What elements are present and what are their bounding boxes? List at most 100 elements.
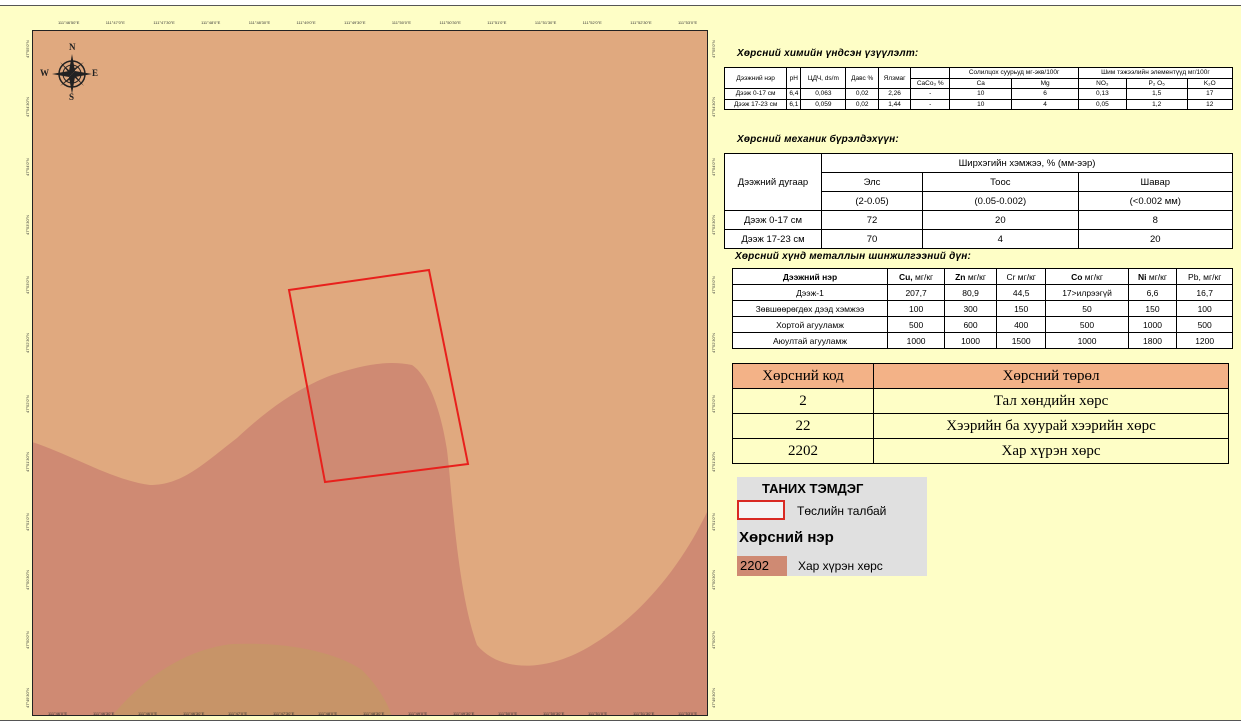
- chem-row-cell: 6,4: [786, 88, 802, 100]
- metal-row-cell: 1000: [886, 332, 946, 349]
- map-tick-label: 111°47'0"E: [228, 711, 248, 716]
- map-tick-label: 47°54'30"N: [25, 97, 30, 118]
- metal-row-cell: 150: [995, 300, 1047, 317]
- metal-row-cell: 100: [886, 300, 946, 317]
- chem-row-cell: -: [910, 98, 951, 110]
- map-tick-label: 47°53'30"N: [711, 215, 716, 236]
- mech-h-sand: Элс: [820, 172, 924, 192]
- metal-row-cell: 44,5: [995, 284, 1047, 301]
- mech-row: Дээж 0-17 см 72 20 8: [724, 210, 1234, 230]
- metal-h-co-sym: Co: [1071, 271, 1083, 282]
- top-rule: [0, 5, 1241, 6]
- chem-h-mg: Mg: [1011, 77, 1079, 89]
- metal-h-zn-sym: Zn: [955, 271, 966, 282]
- metal-row: Хортой агууламж 500 600 400 500 1000 500: [732, 316, 1233, 333]
- map-tick-label: 111°46'0"E: [138, 711, 158, 716]
- map-tick-label: 47°52'0"N: [25, 394, 30, 413]
- map-tick-label: 111°51'30"E: [534, 20, 557, 25]
- metal-row-cell: 80,9: [944, 284, 997, 301]
- metal-row-cell: 207,7: [886, 284, 946, 301]
- metal-row-cell: 500: [1045, 316, 1129, 333]
- north-arrow-icon: N S E W: [40, 42, 99, 102]
- code-row: 2 Тал хөндийн хөрс: [732, 388, 1229, 414]
- metal-row: Аюултай агууламж 1000 1000 1500 1000 1800 1200: [732, 332, 1233, 349]
- map-tick-label: 111°48'0"E: [318, 711, 338, 716]
- mech-row: Дээж 17-23 см 70 4 20: [724, 229, 1234, 249]
- legend-soil-swatch: 2202: [737, 556, 787, 576]
- metal-row-cell: 1000: [1127, 316, 1178, 333]
- map-tick-label: 47°51'30"N: [25, 451, 30, 472]
- mech-r-sand: (2-0.05): [820, 191, 924, 211]
- mech-row-cell: 4: [922, 229, 1079, 249]
- map-tick-label: 111°50'30"E: [543, 711, 565, 716]
- map-tick-label: 111°46'30"E: [93, 711, 115, 716]
- chem-row-cell: 0,059: [800, 98, 847, 110]
- legend-soil-title: Хөрсний нэр: [739, 529, 834, 546]
- map-legend: ТАНИХ ТЭМДЭГ Төслийн талбай Хөрсний нэр …: [737, 477, 927, 576]
- metal-row-cell: 50: [1045, 300, 1129, 317]
- map-tick-label: 47°55'0"N: [25, 40, 30, 58]
- metal-row-cell: 500: [1176, 316, 1233, 333]
- mech-row-cell: 70: [820, 229, 924, 249]
- chem-h-ph: pH: [786, 67, 802, 89]
- metal-h-pb: Pb, мг/кг: [1176, 268, 1233, 285]
- metal-row-cell: Дээж-1: [732, 284, 888, 301]
- legend-study-swatch: [737, 500, 785, 520]
- map-tick-label: 47°51'0"N: [25, 512, 30, 531]
- chem-h-blank: [910, 67, 951, 79]
- map-tick-label: 47°54'30"N: [711, 97, 716, 118]
- bottom-rule: [0, 720, 1241, 721]
- code-h-code: Хөрсний код: [732, 363, 874, 389]
- legend-study-label: Төслийн талбай: [797, 504, 887, 518]
- chem-row-cell: 0,13: [1077, 88, 1127, 100]
- chem-row-cell: -: [910, 88, 951, 100]
- mech-body: Дээж 0-17 см 72 20 8 Дээж 17-23 см 70 4 20: [724, 210, 1234, 249]
- code-body: 2 Тал хөндийн хөрс 22 Хээрийн ба хуурай хээ…: [732, 388, 1229, 464]
- code-row-cell: 22: [732, 413, 874, 439]
- map-tick-label: 47°50'30"N: [25, 569, 30, 590]
- metal-row-cell: 16,7: [1176, 284, 1233, 301]
- metal-h-zn-unit: мг/кг: [965, 271, 986, 282]
- study-area-outline: [287, 268, 470, 484]
- map-tick-label: 111°50'30"E: [439, 20, 461, 25]
- code-row-cell: Тал хөндийн хөрс: [873, 388, 1229, 414]
- map-frame-border: [32, 30, 708, 716]
- chem-row-cell: 4: [1011, 98, 1079, 110]
- metal-h-ni: Ni мг/кг: [1127, 268, 1178, 285]
- compass-n: N: [69, 42, 76, 52]
- metal-row-cell: 500: [886, 316, 946, 333]
- map-tick-label: 47°52'30"N: [711, 333, 716, 354]
- chem-h-salt: Давс %: [845, 67, 879, 89]
- map-tick-label: 111°53'0"E: [678, 711, 698, 716]
- mech-h-clay: Шавар: [1077, 172, 1234, 192]
- metal-h-cr: Cr мг/кг: [995, 268, 1047, 285]
- chem-row-cell: 2,26: [877, 88, 912, 100]
- metal-h-co-unit: мг/кг: [1082, 271, 1103, 282]
- mech-title: Хөрсний механик бүрэлдэхүүн:: [737, 134, 899, 145]
- metal-h-cu-sym: Cu,: [898, 271, 913, 282]
- code-row-cell: Хээрийн ба хуурай хээрийн хөрс: [873, 413, 1229, 439]
- chem-h-cations: Солилцох суурьуд мг-экв/100г: [949, 67, 1079, 79]
- soil-map[interactable]: [32, 30, 708, 716]
- map-tick-label: 111°47'0"E: [105, 20, 125, 25]
- soil-map-canvas[interactable]: [32, 30, 708, 716]
- metal-row-cell: 17>илрээгүй: [1045, 284, 1129, 301]
- map-tick-label: 111°47'30"E: [153, 20, 175, 25]
- chem-h-nutrients: Шим тэжээлийн элементүүд мг/100г: [1077, 67, 1234, 79]
- chem-row-cell: 0,02: [845, 88, 879, 100]
- compass-e: E: [92, 68, 99, 78]
- chem-row-cell: 0,05: [1077, 98, 1127, 110]
- metal-h-sample: Дээжний нэр: [732, 268, 888, 285]
- map-tick-label: 47°53'30"N: [25, 215, 30, 236]
- code-row-cell: 2202: [732, 438, 874, 464]
- map-tick-label: 111°50'0"E: [391, 20, 412, 25]
- metal-row-cell: 1200: [1176, 332, 1233, 349]
- map-tick-label: 47°53'0"N: [711, 276, 716, 295]
- metal-row-cell: 300: [944, 300, 997, 317]
- map-tick-label: 111°51'30"E: [633, 711, 655, 716]
- map-tick-label: 111°46'50"E: [58, 20, 80, 25]
- metal-h-co: Co мг/кг: [1045, 268, 1129, 285]
- chem-row: Дээж 17-23 см 6,1 0,059 0,02 1,44-10 4 0,05 1,2…: [723, 98, 1234, 110]
- metal-row-cell: 1000: [1045, 332, 1129, 349]
- map-tick-label: 47°51'0"N: [711, 512, 716, 531]
